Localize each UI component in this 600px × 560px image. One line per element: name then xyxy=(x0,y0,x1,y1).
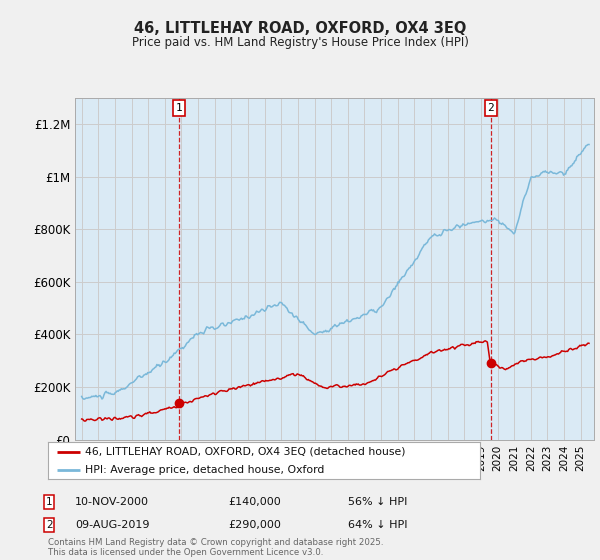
Text: 46, LITTLEHAY ROAD, OXFORD, OX4 3EQ (detached house): 46, LITTLEHAY ROAD, OXFORD, OX4 3EQ (det… xyxy=(85,446,405,456)
Text: 2: 2 xyxy=(46,520,53,530)
Text: 2: 2 xyxy=(487,103,494,113)
Text: 1: 1 xyxy=(176,103,182,113)
Text: Contains HM Land Registry data © Crown copyright and database right 2025.
This d: Contains HM Land Registry data © Crown c… xyxy=(48,538,383,557)
Text: 56% ↓ HPI: 56% ↓ HPI xyxy=(348,497,407,507)
Text: 1: 1 xyxy=(46,497,53,507)
Text: £140,000: £140,000 xyxy=(228,497,281,507)
Text: 46, LITTLEHAY ROAD, OXFORD, OX4 3EQ: 46, LITTLEHAY ROAD, OXFORD, OX4 3EQ xyxy=(134,21,466,36)
Text: Price paid vs. HM Land Registry's House Price Index (HPI): Price paid vs. HM Land Registry's House … xyxy=(131,36,469,49)
Text: £290,000: £290,000 xyxy=(228,520,281,530)
Text: HPI: Average price, detached house, Oxford: HPI: Average price, detached house, Oxfo… xyxy=(85,465,324,475)
Text: 10-NOV-2000: 10-NOV-2000 xyxy=(75,497,149,507)
Text: 09-AUG-2019: 09-AUG-2019 xyxy=(75,520,149,530)
Text: 64% ↓ HPI: 64% ↓ HPI xyxy=(348,520,407,530)
